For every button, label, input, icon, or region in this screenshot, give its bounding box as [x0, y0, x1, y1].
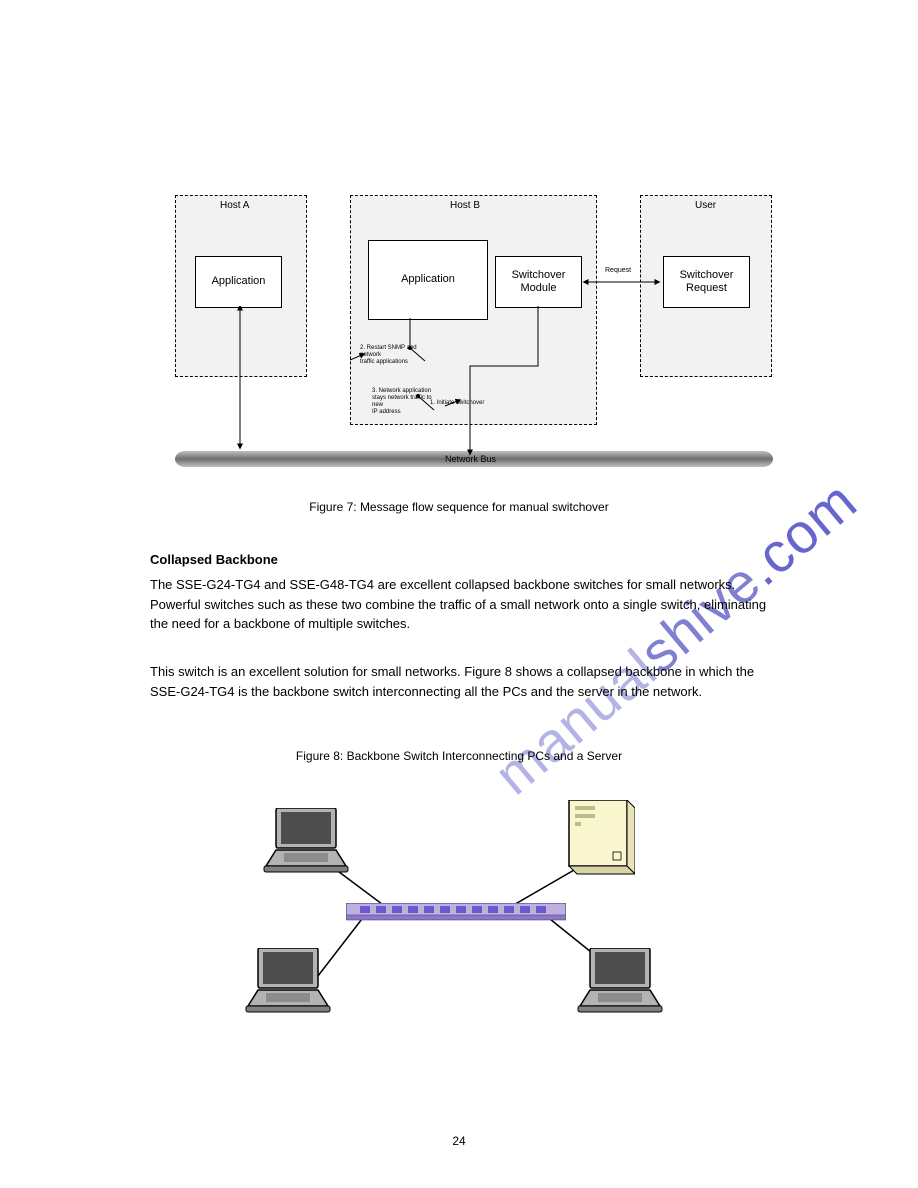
fig7-user-label: User	[695, 200, 716, 212]
fig7-host-b-switchover-label: Switchover Module	[512, 269, 566, 295]
section-title: Collapsed Backbone	[150, 550, 278, 570]
fig7-caption: Figure 7: Message flow sequence for manu…	[0, 498, 918, 516]
fig8-laptop-1-icon	[262, 808, 352, 876]
page-number: 24	[0, 1134, 918, 1148]
fig8-laptop-2-icon	[244, 948, 334, 1016]
fig8-server-icon	[565, 800, 635, 878]
fig7-host-a-inner-label: Application	[212, 275, 266, 288]
fig7-host-b-label: Host B	[450, 200, 480, 212]
section-para1: The SSE-G24-TG4 and SSE-G48-TG4 are exce…	[150, 575, 768, 634]
fig7-host-b-switchover: Switchover Module	[495, 256, 582, 308]
fig8-caption: Figure 8: Backbone Switch Interconnectin…	[0, 747, 918, 765]
fig7-host-a-label: Host A	[220, 200, 249, 212]
fig7-user-inner-label: Switchover Request	[680, 269, 734, 295]
fig7-user-inner: Switchover Request	[663, 256, 750, 308]
fig7-host-b-app-label: Application	[401, 273, 455, 286]
fig8-switch-icon	[346, 903, 566, 921]
fig7-arrow-a-down	[233, 306, 247, 454]
section-para2: This switch is an excellent solution for…	[150, 662, 768, 701]
page: manualshive.com Host A Application Host …	[0, 0, 918, 1188]
fig7-request-label: Request	[605, 267, 631, 275]
fig8-laptop-3-icon	[576, 948, 666, 1016]
fig7-arrow-request	[580, 276, 663, 288]
fig7-host-a-inner: Application	[195, 256, 282, 308]
fig7-wiring	[350, 306, 600, 456]
